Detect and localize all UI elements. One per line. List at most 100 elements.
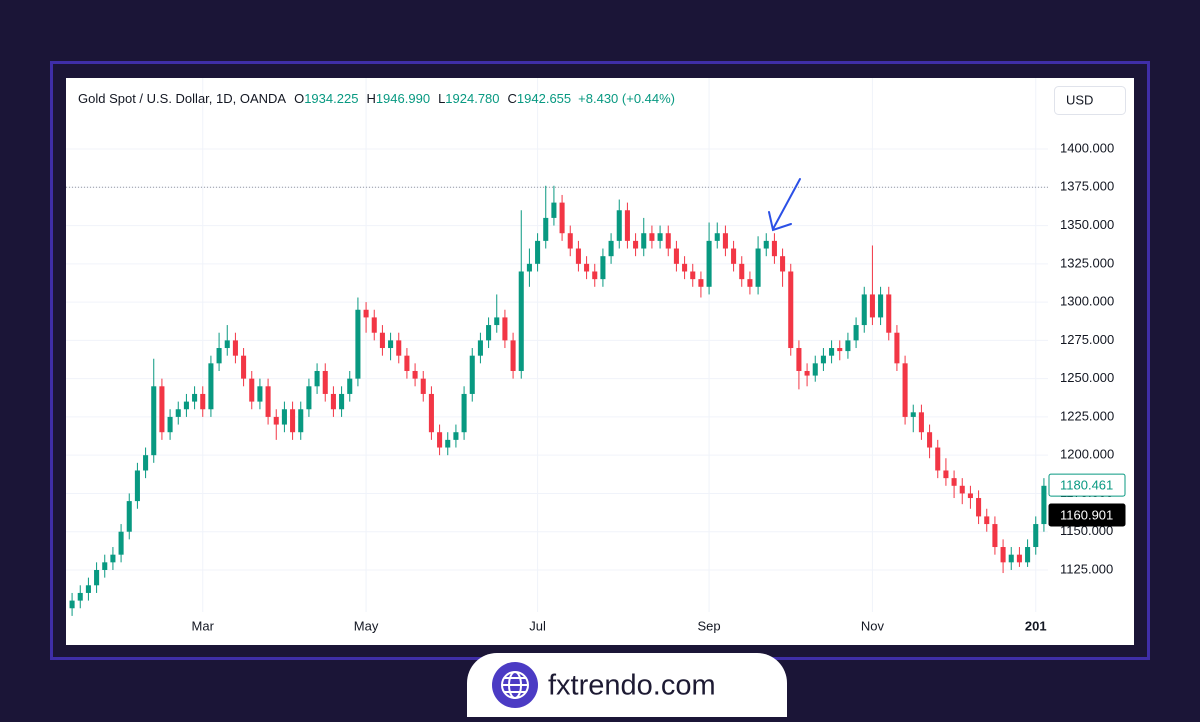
price-label-box: [1048, 473, 1126, 497]
candle-body: [943, 470, 949, 479]
candle-body: [992, 524, 998, 548]
candle-body: [85, 585, 91, 593]
candle-body: [755, 248, 761, 287]
candle-body: [526, 263, 532, 272]
candle-body: [902, 363, 908, 417]
candle-body: [551, 202, 557, 218]
candle-body: [927, 432, 933, 448]
candle-body: [633, 240, 639, 249]
candle-body: [290, 409, 296, 433]
candle-body: [273, 416, 279, 425]
candle-body: [1041, 485, 1047, 525]
y-tick-label: 1250.000: [1060, 370, 1114, 385]
candle-body: [175, 409, 181, 417]
price-label: 1180.461: [1060, 478, 1113, 493]
arrow-annotation: [768, 178, 801, 232]
currency[interactable]: USD: [1066, 92, 1093, 107]
candle-body: [118, 531, 124, 555]
candle-body: [714, 233, 720, 241]
y-tick-label: 1150.000: [1060, 523, 1113, 538]
candle-body: [698, 279, 704, 287]
candle-body: [600, 256, 606, 280]
currency-button[interactable]: [1054, 86, 1126, 115]
candle-body: [388, 340, 394, 349]
candle-body: [200, 393, 206, 410]
candle-body: [788, 271, 794, 349]
candle-body: [1016, 554, 1022, 563]
candle-body: [445, 439, 451, 448]
candle-body: [608, 240, 614, 257]
symbol: Gold Spot / U.S. Dollar, 1D, OANDA: [78, 91, 286, 106]
candle-body: [796, 348, 802, 371]
ohlc-value: 1942.655: [517, 91, 571, 106]
candle-body: [494, 317, 500, 326]
candle-body: [649, 233, 655, 241]
candle-body: [739, 263, 745, 280]
y-tick-label: 1200.000: [1060, 447, 1114, 462]
chart-header: Gold Spot / U.S. Dollar, 1D, OANDA O1934.…: [78, 91, 675, 106]
candle-body: [951, 478, 957, 486]
candle-body: [314, 370, 320, 387]
candle-body: [224, 340, 230, 349]
candle-body: [330, 393, 336, 410]
candle-body: [771, 240, 777, 257]
ohlc: O1934.225 H1946.990 L1924.780 C1942.655: [294, 91, 571, 106]
candle-body: [535, 240, 541, 264]
candle-body: [747, 279, 753, 287]
candle-body: [1025, 547, 1031, 563]
plot: 1125.0001150.0001175.0001200.0001225.000…: [66, 78, 1126, 633]
candle-body: [559, 202, 565, 234]
candle-body: [347, 378, 353, 394]
candle-body: [461, 393, 467, 433]
candle-body: [167, 416, 173, 433]
x-tick-label: Jul: [529, 618, 546, 633]
candle-body: [1000, 547, 1006, 563]
ohlc-key: C: [508, 91, 517, 106]
candle-body: [878, 294, 884, 318]
y-tick-label: 1375.000: [1060, 179, 1114, 194]
candle-body: [151, 386, 157, 456]
candle-body: [126, 501, 132, 532]
ohlc-key: L: [438, 91, 445, 106]
candle-body: [837, 348, 843, 352]
candle-body: [682, 263, 688, 272]
x-tick-label: Nov: [861, 618, 885, 633]
candle-body: [241, 355, 247, 379]
x-tick-label: Mar: [192, 618, 215, 633]
candle-body: [518, 271, 524, 371]
x-tick-label: May: [354, 618, 379, 633]
candle-body: [845, 340, 851, 352]
candle-body: [412, 370, 418, 379]
candle-body: [363, 309, 369, 318]
candle-body: [143, 455, 149, 471]
x-tick-label: 201: [1025, 618, 1047, 633]
candle-body: [575, 248, 581, 264]
price-label-box: [1048, 503, 1126, 527]
candle-body: [829, 348, 835, 356]
candle-body: [396, 340, 402, 356]
candle-body: [94, 569, 100, 586]
candle-body: [616, 210, 622, 241]
brand-badge: [467, 653, 787, 717]
candle-body: [453, 432, 459, 440]
candle-body: [486, 325, 492, 341]
candle-body: [886, 294, 892, 333]
candle-body: [1033, 524, 1039, 548]
candle-body: [322, 370, 328, 394]
candle-body: [935, 447, 941, 471]
candle-body: [306, 386, 312, 410]
x-tick-label: Sep: [698, 618, 721, 633]
price-label: 1160.901: [1060, 507, 1113, 522]
candle-body: [967, 493, 973, 499]
y-tick-label: 1325.000: [1060, 255, 1114, 270]
y-tick-label: 1125.000: [1060, 561, 1113, 576]
arrow-head: [768, 211, 792, 232]
candle-body: [404, 355, 410, 371]
candle-body: [420, 378, 426, 394]
candle-body: [861, 294, 867, 326]
candle-body: [592, 271, 598, 280]
candle-body: [159, 386, 165, 433]
y-tick-label: 1300.000: [1060, 294, 1114, 309]
candle-body: [780, 256, 786, 272]
